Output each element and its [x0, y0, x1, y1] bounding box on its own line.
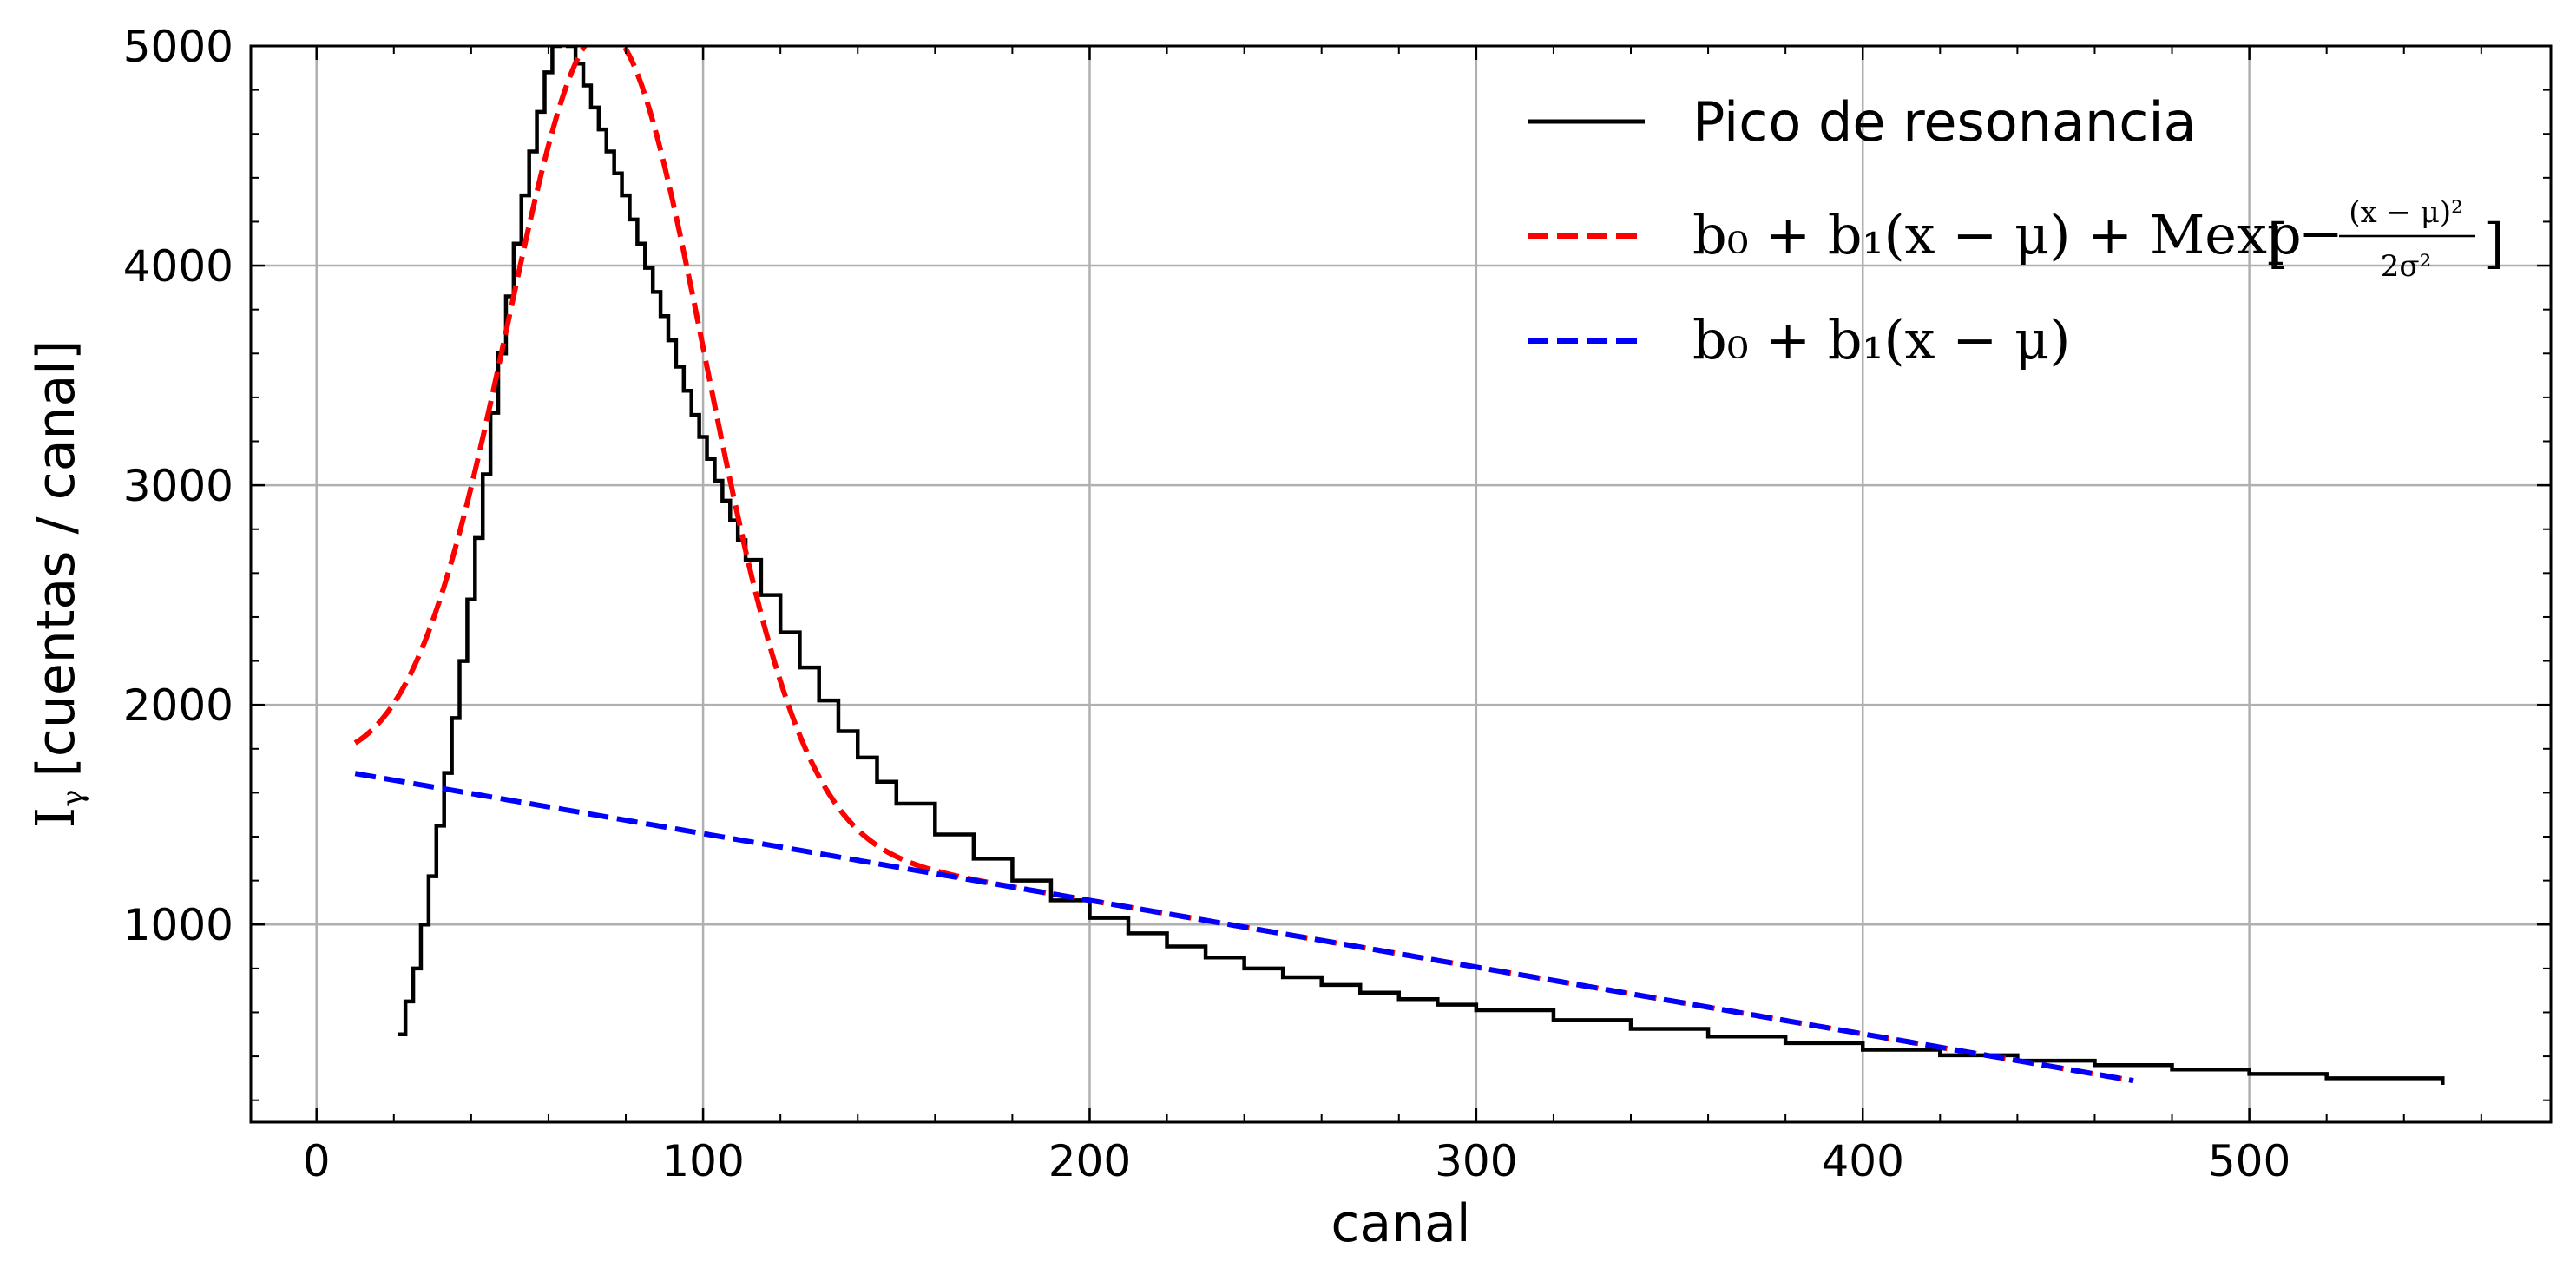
legend-label-blue: b₀ + b₁(x − μ)	[1692, 308, 2070, 371]
y-tick-label: 3000	[123, 461, 233, 511]
y-tick-label: 4000	[123, 241, 233, 292]
legend-bracket-close: ]	[2484, 212, 2505, 275]
series-layer	[353, 46, 2445, 1085]
y-axis-symbol: I	[23, 807, 87, 829]
x-tick-label: 300	[1435, 1136, 1517, 1186]
legend-frac-denominator: 2σ²	[2381, 249, 2431, 284]
x-axis-title: canal	[1331, 1193, 1470, 1254]
y-tick-label: 2000	[123, 680, 233, 731]
legend-label-red: b₀ + b₁(x − μ) + Mexp	[1692, 203, 2302, 266]
tick-labels: 0 100 200 300 400 500 1000 2000 3000 4000 5000	[123, 22, 2291, 1186]
legend-label-black: Pico de resonancia	[1692, 90, 2197, 154]
legend-minus: −	[2298, 201, 2343, 265]
x-tick-label: 100	[661, 1136, 744, 1186]
y-axis-title: Iγ [cuentas / canal]	[23, 340, 90, 829]
y-tick-label: 1000	[123, 900, 233, 950]
x-tick-label: 400	[1822, 1136, 1904, 1186]
x-tick-label: 0	[303, 1136, 331, 1186]
series-line-2	[354, 771, 2134, 1084]
ticks	[251, 44, 2551, 1122]
y-tick-label: 5000	[123, 22, 233, 72]
legend-bracket-open: [	[2267, 212, 2288, 275]
y-axis-unit: [cuentas / canal]	[26, 340, 87, 778]
legend: Pico de resonancia b₀ + b₁(x − μ) + Mexp…	[1528, 90, 2505, 371]
plot-frame	[249, 44, 2553, 1124]
legend-frac-numerator: (x − μ)²	[2349, 195, 2463, 230]
x-tick-label: 200	[1048, 1136, 1131, 1186]
y-axis-subscript: γ	[56, 790, 90, 807]
x-tick-label: 500	[2208, 1136, 2290, 1186]
